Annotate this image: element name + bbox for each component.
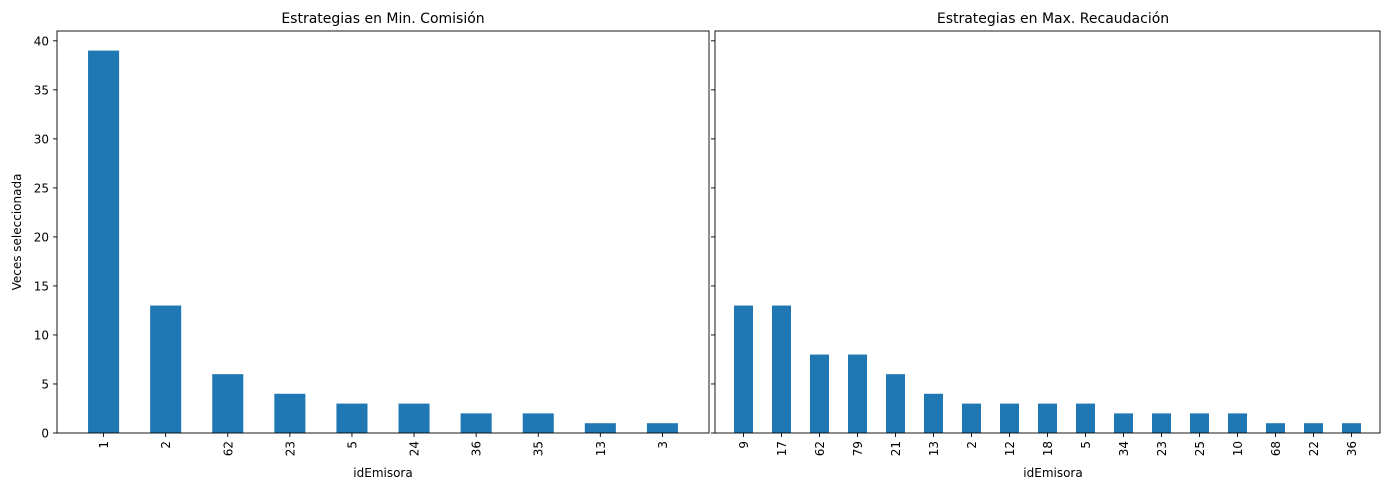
x-tick-label: 34 bbox=[1117, 441, 1131, 456]
x-tick-label: 13 bbox=[927, 441, 941, 456]
chart-title: Estrategias en Min. Comisión bbox=[281, 11, 484, 27]
bar-36 bbox=[460, 413, 492, 433]
y-tick-label: 10 bbox=[34, 328, 49, 342]
x-tick-label: 62 bbox=[813, 441, 827, 456]
bar-35 bbox=[522, 413, 554, 433]
x-tick-label: 68 bbox=[1269, 441, 1283, 456]
x-tick-label: 25 bbox=[1193, 441, 1207, 456]
x-tick-label: 79 bbox=[851, 441, 865, 456]
x-tick-label: 1 bbox=[97, 441, 111, 449]
bar-36 bbox=[1342, 423, 1361, 433]
bar-13 bbox=[584, 423, 616, 433]
bar-62 bbox=[212, 374, 244, 433]
x-tick-label: 18 bbox=[1041, 441, 1055, 456]
bar-5 bbox=[336, 403, 368, 433]
x-tick-label: 62 bbox=[221, 441, 235, 456]
x-tick-label: 2 bbox=[159, 441, 173, 449]
plot-frame bbox=[56, 30, 710, 434]
bar-1 bbox=[88, 50, 120, 434]
x-tick-label: 3 bbox=[656, 441, 670, 449]
x-tick-label: 36 bbox=[1345, 441, 1359, 456]
bar-10 bbox=[1228, 413, 1247, 433]
x-axis-label: idEmisora bbox=[1023, 466, 1082, 480]
x-tick-label: 12 bbox=[1003, 441, 1017, 456]
x-tick-label: 36 bbox=[470, 441, 484, 456]
bar-62 bbox=[810, 354, 829, 433]
bar-18 bbox=[1038, 403, 1057, 433]
x-tick-label: 24 bbox=[408, 441, 422, 456]
bar-5 bbox=[1076, 403, 1095, 433]
bar-34 bbox=[1114, 413, 1133, 433]
y-tick-label: 15 bbox=[34, 279, 49, 293]
y-tick-label: 35 bbox=[34, 83, 49, 97]
x-axis-label: idEmisora bbox=[353, 466, 412, 480]
bar-9 bbox=[734, 305, 753, 433]
y-axis-label: Veces seleccionada bbox=[10, 174, 24, 291]
bar-21 bbox=[886, 374, 905, 433]
bar-17 bbox=[772, 305, 791, 433]
y-tick-label: 40 bbox=[34, 34, 49, 48]
bar-68 bbox=[1266, 423, 1285, 433]
chart-title: Estrategias en Max. Recaudación bbox=[937, 11, 1169, 27]
bar-12 bbox=[1000, 403, 1019, 433]
bar-22 bbox=[1304, 423, 1323, 433]
x-tick-label: 21 bbox=[889, 441, 903, 456]
y-tick-label: 20 bbox=[34, 230, 49, 244]
y-tick-label: 5 bbox=[41, 377, 49, 391]
bar-3 bbox=[646, 423, 678, 433]
x-tick-label: 23 bbox=[1155, 441, 1169, 456]
y-tick-label: 0 bbox=[41, 427, 49, 441]
bar-24 bbox=[398, 403, 430, 433]
x-tick-label: 10 bbox=[1231, 441, 1245, 456]
chart-min-comision: Estrategias en Min. Comisión Veces selec… bbox=[10, 11, 710, 480]
x-tick-label: 5 bbox=[345, 441, 359, 449]
x-tick-label: 17 bbox=[775, 441, 789, 456]
x-tick-label: 35 bbox=[532, 441, 546, 456]
x-tick-label: 23 bbox=[283, 441, 297, 456]
x-tick-label: 13 bbox=[594, 441, 608, 456]
x-tick-label: 2 bbox=[965, 441, 979, 449]
x-tick-label: 5 bbox=[1079, 441, 1093, 449]
x-tick-label: 22 bbox=[1307, 441, 1321, 456]
bar-13 bbox=[924, 393, 943, 433]
bar-2 bbox=[962, 403, 981, 433]
bar-23 bbox=[274, 393, 306, 433]
y-tick-label: 30 bbox=[34, 132, 49, 146]
bar-79 bbox=[848, 354, 867, 433]
x-tick-label: 9 bbox=[737, 441, 751, 449]
bar-25 bbox=[1190, 413, 1209, 433]
y-tick-label: 25 bbox=[34, 181, 49, 195]
bar-2 bbox=[150, 305, 182, 433]
bar-23 bbox=[1152, 413, 1171, 433]
chart-max-recaudacion: Estrategias en Max. Recaudación idEmisor… bbox=[711, 11, 1381, 480]
